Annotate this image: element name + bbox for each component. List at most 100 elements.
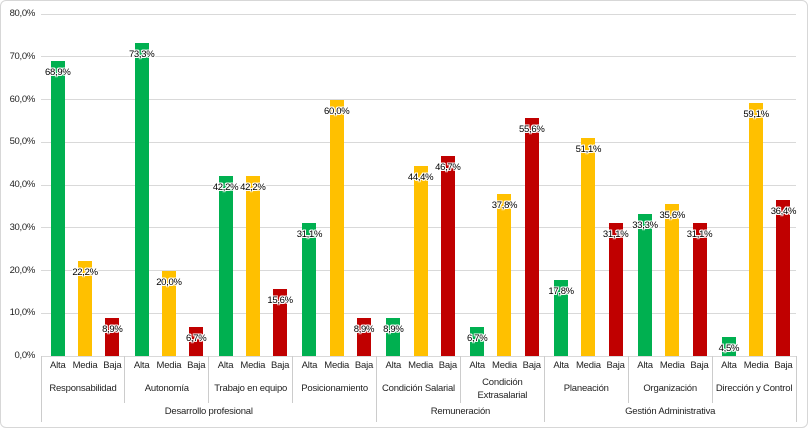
bar-media bbox=[413, 166, 428, 356]
axis-divider bbox=[627, 356, 629, 403]
bar-value-label: 55,6% bbox=[519, 124, 545, 136]
bar-value-label: 59,1% bbox=[743, 109, 769, 121]
category-label: Condición Extrasalarial bbox=[477, 377, 528, 401]
series-level-label: Media bbox=[324, 360, 350, 371]
bar-alta bbox=[721, 336, 736, 356]
series-level-label: Alta bbox=[49, 360, 66, 371]
axis-divider bbox=[208, 356, 210, 403]
series-level-label: Media bbox=[743, 360, 769, 371]
y-axis-tick-label: 0,0% bbox=[14, 350, 36, 361]
bar-media bbox=[581, 137, 596, 356]
axis-divider bbox=[124, 356, 126, 403]
bar-baja bbox=[776, 200, 791, 356]
bar-value-label: 17,8% bbox=[548, 285, 574, 297]
bar-value-label: 46,7% bbox=[435, 162, 461, 174]
bar-media bbox=[161, 270, 176, 356]
y-axis-tick-label: 50,0% bbox=[9, 136, 36, 148]
bar-baja bbox=[440, 156, 455, 356]
bar-value-label: 8,9% bbox=[353, 323, 375, 335]
series-level-label: Alta bbox=[721, 360, 737, 371]
bar-value-label: 37,8% bbox=[491, 200, 518, 212]
bar-value-label: 31,1% bbox=[296, 229, 323, 241]
category-label: Condición Salarial bbox=[381, 383, 455, 395]
category-label: Dirección y Control bbox=[715, 383, 793, 395]
series-level-label: Baja bbox=[438, 360, 457, 371]
series-level-label: Alta bbox=[217, 360, 234, 371]
bar-value-label: 33,3% bbox=[632, 219, 658, 231]
category-label: Planeación bbox=[563, 383, 609, 395]
series-level-label: Baja bbox=[270, 360, 290, 371]
bar-value-label: 51,1% bbox=[575, 143, 602, 155]
bar-baja bbox=[356, 317, 371, 356]
bar-alta bbox=[470, 327, 485, 356]
gridline bbox=[41, 13, 796, 15]
series-level-label: Alta bbox=[553, 360, 569, 371]
series-level-label: Media bbox=[240, 360, 266, 371]
bar-value-label: 8,9% bbox=[383, 323, 404, 335]
axis-divider bbox=[711, 356, 713, 403]
bar-alta bbox=[50, 61, 65, 356]
series-level-label: Baja bbox=[187, 360, 206, 371]
bar-value-label: 8,9% bbox=[102, 323, 123, 335]
series-level-label: Baja bbox=[354, 360, 374, 371]
supercategory-label: Desarrollo profesional bbox=[164, 406, 253, 418]
bar-value-label: 42,2% bbox=[240, 181, 266, 193]
axis-divider bbox=[543, 356, 545, 422]
bar-alta bbox=[134, 42, 149, 356]
series-level-label: Baja bbox=[774, 360, 793, 371]
bar-value-label: 44,4% bbox=[407, 172, 434, 184]
axis-divider bbox=[376, 356, 378, 422]
series-level-label: Media bbox=[72, 360, 98, 371]
bar-value-label: 6,7% bbox=[185, 333, 207, 345]
bar-value-label: 36,4% bbox=[770, 206, 797, 218]
bar-value-label: 35,6% bbox=[659, 209, 686, 221]
gridline bbox=[41, 56, 796, 58]
series-level-label: Media bbox=[659, 360, 685, 371]
y-axis-tick-label: 70,0% bbox=[9, 50, 36, 62]
bar-media bbox=[497, 194, 512, 356]
series-level-label: Baja bbox=[522, 360, 541, 371]
gridline bbox=[41, 355, 796, 357]
series-level-label: Alta bbox=[385, 360, 402, 371]
axis-divider bbox=[292, 356, 294, 403]
category-label: Responsabilidad bbox=[49, 383, 117, 395]
bar-baja bbox=[692, 223, 707, 356]
series-level-label: Media bbox=[575, 360, 601, 371]
category-label: Autonomía bbox=[144, 383, 189, 395]
bar-media bbox=[749, 103, 764, 356]
gridline bbox=[41, 141, 796, 143]
bar-alta bbox=[554, 279, 569, 356]
bar-media bbox=[665, 203, 680, 356]
axis-divider bbox=[40, 356, 42, 422]
series-level-label: Alta bbox=[637, 360, 653, 371]
bar-media bbox=[245, 175, 260, 356]
bar-value-label: 60,0% bbox=[323, 105, 350, 117]
category-label: Posicionamiento bbox=[301, 383, 368, 395]
bar-value-label: 15,6% bbox=[267, 295, 293, 307]
series-level-label: Media bbox=[492, 360, 517, 371]
bar-baja bbox=[105, 317, 120, 356]
series-level-label: Baja bbox=[103, 360, 122, 371]
category-label: Organización bbox=[643, 383, 697, 395]
series-level-label: Alta bbox=[469, 360, 485, 371]
bar-media bbox=[329, 99, 344, 356]
y-axis-tick-label: 30,0% bbox=[9, 221, 36, 233]
bar-value-label: 22,2% bbox=[72, 267, 98, 279]
series-level-label: Baja bbox=[690, 360, 709, 371]
bar-baja bbox=[608, 223, 623, 356]
y-axis-tick-label: 60,0% bbox=[9, 93, 36, 105]
bar-baja bbox=[524, 118, 539, 356]
bar-media bbox=[78, 261, 93, 356]
bar-value-label: 31,1% bbox=[686, 229, 713, 241]
bar-alta bbox=[386, 317, 401, 356]
axis-divider bbox=[795, 356, 797, 422]
series-level-label: Baja bbox=[606, 360, 625, 371]
bar-alta bbox=[302, 223, 317, 356]
bar-value-label: 42,2% bbox=[212, 181, 239, 193]
supercategory-label: Gestión Administrativa bbox=[625, 406, 716, 418]
gridline bbox=[41, 99, 796, 100]
category-label: Trabajo en equipo bbox=[214, 383, 288, 395]
axis-divider bbox=[459, 356, 461, 403]
